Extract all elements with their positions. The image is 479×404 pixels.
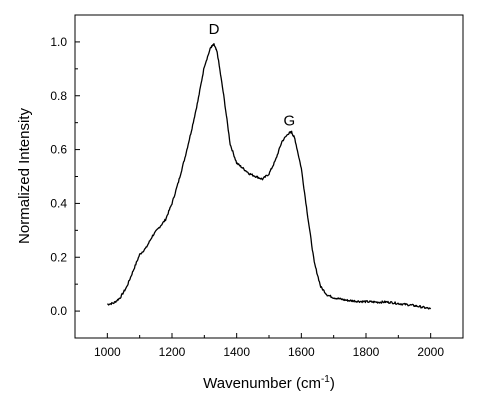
peak-label-g: G: [284, 112, 296, 129]
x-axis-label: Wavenumber (cm-1): [203, 374, 335, 392]
plot-frame: [74, 14, 464, 339]
y-tick-label: 0.8: [50, 89, 67, 103]
x-tick-label: 1000: [94, 345, 121, 359]
x-axis-ticks: [74, 333, 464, 338]
peak-annotations: DG: [209, 21, 296, 130]
x-tick-label: 1400: [223, 345, 250, 359]
x-axis-tick-labels: 1000 1200 1400 1600 1800 2000: [94, 345, 444, 359]
y-tick-label: 0.4: [50, 196, 67, 210]
x-tick-label: 1800: [353, 345, 380, 359]
y-tick-label: 1.0: [50, 35, 67, 49]
y-axis-label: Normalized Intensity: [16, 108, 33, 244]
y-tick-label: 0.2: [50, 250, 67, 264]
x-tick-label: 2000: [417, 345, 444, 359]
x-tick-label: 1600: [288, 345, 315, 359]
y-tick-label: 0.0: [50, 304, 67, 318]
x-tick-label: 1200: [159, 345, 186, 359]
y-axis-tick-labels: 0.0 0.2 0.4 0.6 0.8 1.0: [50, 35, 67, 318]
y-tick-label: 0.6: [50, 143, 67, 157]
peak-label-d: D: [209, 21, 220, 38]
spectrum-line: [107, 43, 432, 310]
y-axis-ticks: [75, 14, 80, 339]
